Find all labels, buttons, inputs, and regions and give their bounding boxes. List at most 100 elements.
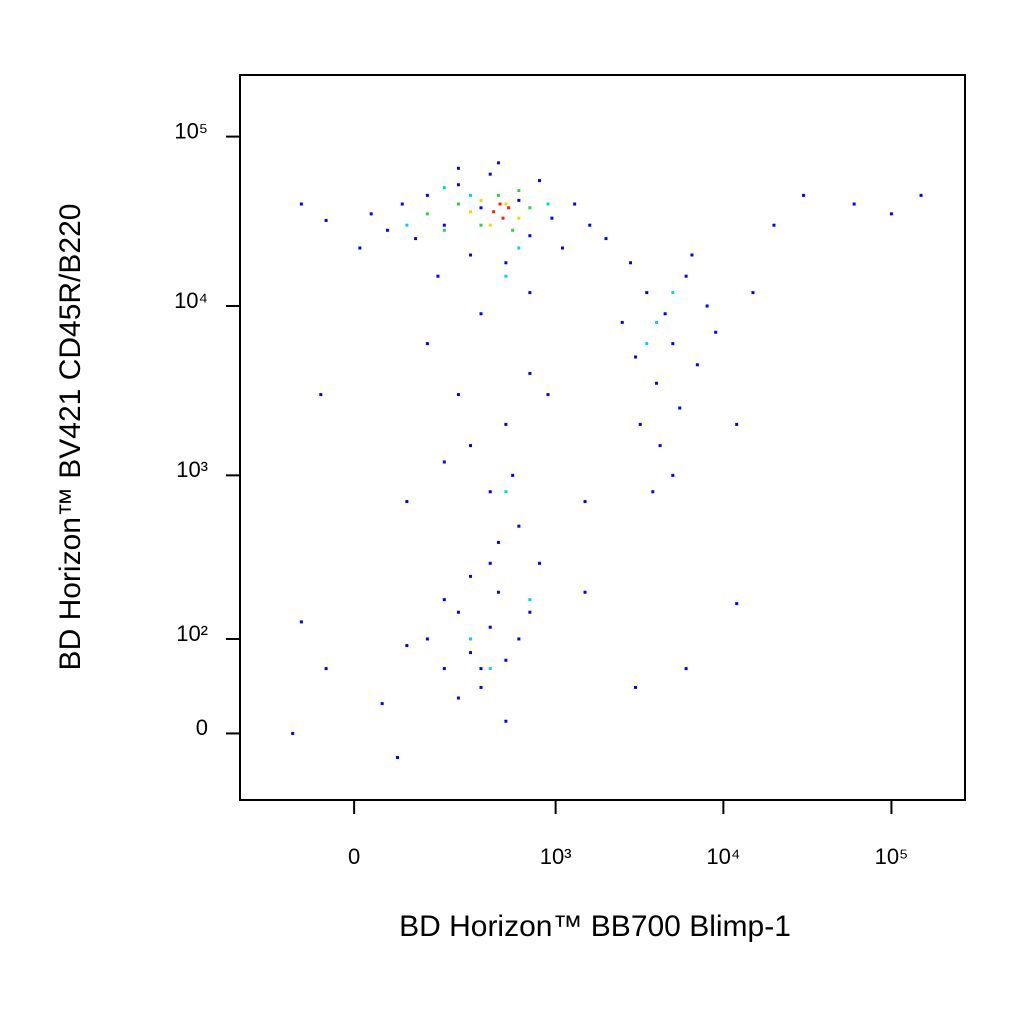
point <box>735 602 739 606</box>
y-axis-label: BD Horizon™ BV421 CD45R/B220 <box>54 204 87 671</box>
x-axis-label: BD Horizon™ BB700 Blimp-1 <box>399 910 791 943</box>
point <box>658 444 662 448</box>
x-tick-label: 10⁵ <box>875 844 909 869</box>
y-tick-label: 10⁴ <box>174 288 208 313</box>
point <box>528 371 532 375</box>
x-tick-label: 10³ <box>540 844 572 869</box>
point <box>496 161 500 165</box>
point <box>469 574 473 578</box>
point <box>469 253 473 257</box>
point <box>405 500 409 504</box>
y-tick-label: 10⁵ <box>174 118 208 143</box>
point <box>442 460 446 464</box>
point <box>501 216 505 220</box>
point <box>651 490 655 494</box>
point <box>479 206 483 210</box>
point <box>456 166 460 170</box>
point <box>550 216 554 220</box>
point <box>405 644 409 648</box>
point <box>442 667 446 671</box>
point <box>456 393 460 397</box>
point <box>496 193 500 197</box>
point <box>684 667 688 671</box>
point <box>469 193 473 197</box>
point <box>425 637 429 641</box>
point <box>802 193 806 197</box>
point <box>504 658 508 662</box>
point <box>414 237 418 241</box>
point <box>645 291 649 295</box>
point <box>488 667 492 671</box>
point <box>442 186 446 190</box>
point <box>528 206 532 210</box>
point <box>358 246 362 250</box>
point <box>380 702 384 706</box>
point <box>678 406 682 410</box>
point <box>369 212 373 216</box>
point <box>442 598 446 602</box>
point <box>504 202 508 206</box>
point <box>695 363 699 367</box>
point <box>319 393 323 397</box>
point <box>528 234 532 238</box>
point <box>528 610 532 614</box>
point <box>573 202 577 206</box>
point <box>469 637 473 641</box>
point <box>671 291 675 295</box>
point <box>504 274 508 278</box>
point <box>517 198 521 202</box>
point <box>479 312 483 316</box>
point <box>479 223 483 227</box>
point <box>496 590 500 594</box>
point <box>396 756 400 760</box>
point <box>663 312 667 316</box>
point <box>638 422 642 426</box>
x-tick-label: 0 <box>348 844 360 869</box>
point <box>425 342 429 346</box>
point <box>504 490 508 494</box>
point <box>634 685 638 689</box>
point <box>504 422 508 426</box>
point <box>588 223 592 227</box>
point <box>425 212 429 216</box>
point <box>511 473 515 477</box>
point <box>488 490 492 494</box>
point <box>671 342 675 346</box>
point <box>537 179 541 183</box>
point <box>528 291 532 295</box>
point <box>479 198 483 202</box>
point <box>479 667 483 671</box>
point <box>498 202 502 206</box>
point <box>488 625 492 629</box>
point <box>504 261 508 265</box>
point <box>324 218 328 222</box>
point <box>517 637 521 641</box>
point <box>492 210 496 214</box>
point <box>442 223 446 227</box>
point <box>690 253 694 257</box>
point <box>655 320 659 324</box>
point <box>469 444 473 448</box>
point <box>291 731 295 735</box>
point <box>400 202 404 206</box>
point <box>504 719 508 723</box>
point <box>546 202 550 206</box>
point <box>629 261 633 265</box>
point <box>405 223 409 227</box>
point <box>546 393 550 397</box>
point <box>425 193 429 197</box>
point <box>511 228 515 232</box>
point <box>620 320 624 324</box>
point <box>299 202 303 206</box>
point <box>456 610 460 614</box>
point <box>528 598 532 602</box>
point <box>496 540 500 544</box>
point <box>507 206 511 210</box>
point <box>299 620 303 624</box>
point <box>561 246 565 250</box>
point <box>517 189 521 193</box>
point <box>714 330 718 334</box>
point <box>456 183 460 187</box>
point <box>583 500 587 504</box>
